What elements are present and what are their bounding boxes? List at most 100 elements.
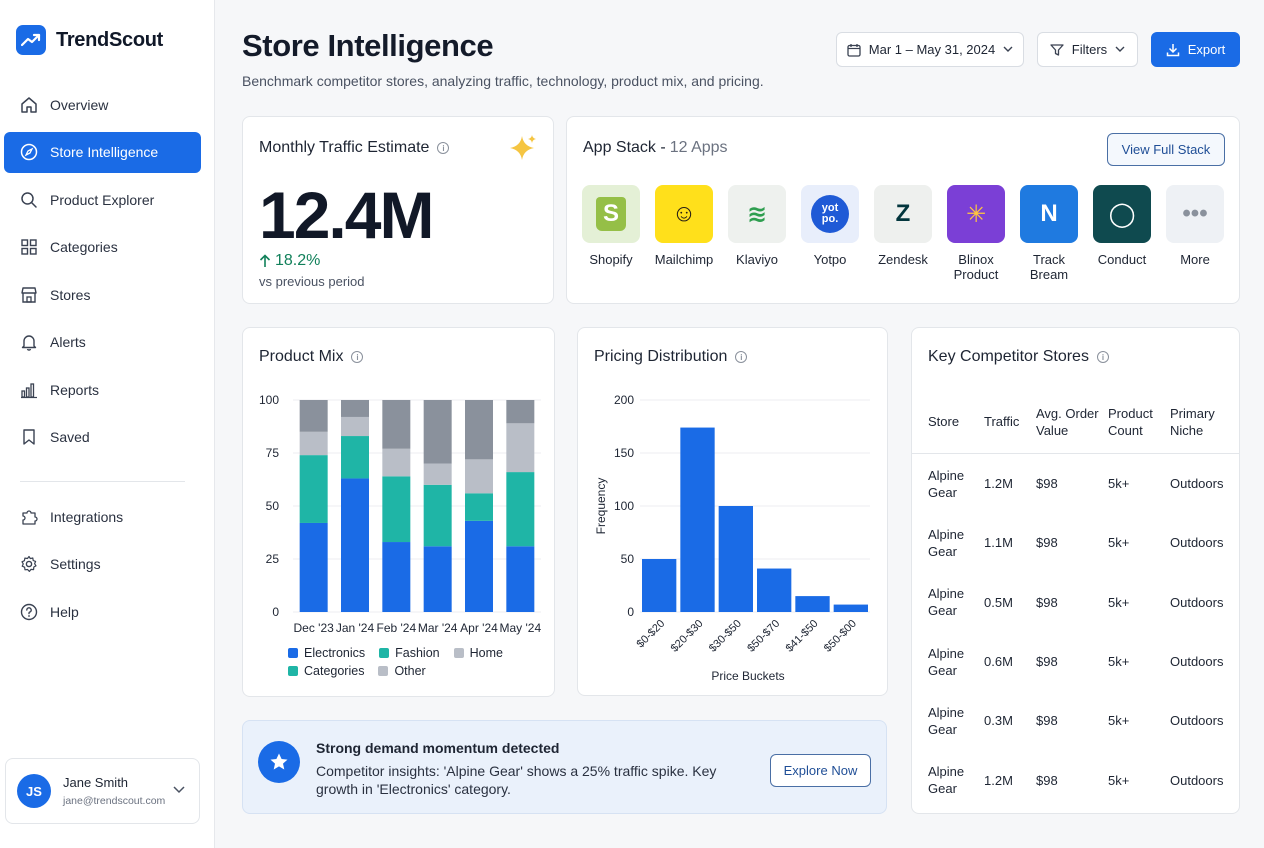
y-axis-label: Frequency	[594, 478, 608, 535]
table-row[interactable]: Alpine Gear 0.6M $98 5k+ Outdoors	[912, 632, 1240, 691]
nav-item-overview[interactable]: Overview	[4, 84, 201, 125]
app-logo-glyph: ◯	[1108, 200, 1136, 228]
table-row[interactable]: Alpine Gear 1.2M $98 5k+ Outdoors	[912, 454, 1240, 513]
column-header[interactable]: Avg. Order Value	[1036, 405, 1099, 438]
bar-segment-fashion[interactable]	[341, 436, 369, 479]
export-button[interactable]: Export	[1151, 32, 1240, 67]
date-range-picker[interactable]: Mar 1 – May 31, 2024	[836, 32, 1024, 67]
nav-item-reports[interactable]: Reports	[4, 369, 201, 410]
nav-item-categories[interactable]: Categories	[4, 227, 201, 268]
app-item[interactable]: Z Zendesk	[874, 185, 932, 282]
x-tick-label: $20-$30	[669, 618, 706, 655]
histogram-bar[interactable]	[757, 568, 792, 612]
table-cell: Outdoors	[1170, 772, 1224, 788]
x-tick-label: Jan '24	[336, 621, 375, 635]
nav-item-integrations[interactable]: Integrations	[4, 496, 201, 537]
bar-segment-other[interactable]	[506, 423, 535, 473]
user-menu[interactable]: JS Jane Smith jane@trendscout.com	[5, 758, 200, 824]
nav-item-store-intelligence[interactable]: Store Intelligence	[4, 131, 201, 173]
info-icon[interactable]: i	[735, 351, 748, 363]
bar-segment-electronics[interactable]	[506, 546, 535, 612]
bar-segment-fashion[interactable]	[506, 472, 535, 547]
legend-item: Other	[378, 664, 426, 678]
x-tick-label: Mar '24	[418, 621, 458, 635]
bar-segment-other[interactable]	[423, 463, 452, 485]
bar-segment-fashion[interactable]	[299, 455, 328, 523]
info-icon[interactable]: i	[351, 351, 364, 363]
app-item[interactable]: S Shopify	[582, 185, 640, 282]
nav-item-stores[interactable]: Stores	[4, 274, 201, 315]
view-full-stack-button[interactable]: View Full Stack	[1107, 133, 1225, 166]
table-row[interactable]: Alpine Gear 1.2M $98 5k+ Outdoors	[912, 750, 1240, 809]
bar-segment-electronics[interactable]	[465, 520, 493, 612]
nav-label: Product Explorer	[50, 191, 155, 208]
bar-segment-home[interactable]	[423, 400, 452, 464]
legend-label: Electronics	[304, 646, 366, 660]
nav-item-saved[interactable]: Saved	[4, 417, 201, 458]
bar-segment-fashion[interactable]	[465, 493, 493, 521]
app-logo-glyph: yot po.	[811, 195, 849, 233]
nav-label: Reports	[50, 381, 100, 398]
bar-segment-home[interactable]	[382, 400, 411, 449]
table-cell: 0.5M	[984, 594, 1013, 610]
nav-item-help[interactable]: Help	[4, 591, 201, 632]
table-row[interactable]: Alpine Gear 1.1M $98 5k+ Outdoors	[912, 513, 1240, 572]
star-icon	[258, 741, 300, 783]
app-item[interactable]: ☺ Mailchimp	[655, 185, 713, 282]
nav-item-product-explorer[interactable]: Product Explorer	[4, 179, 201, 220]
bar-segment-electronics[interactable]	[382, 542, 411, 612]
histogram-bar[interactable]	[642, 559, 677, 612]
table-cell: Alpine Gear	[928, 704, 965, 737]
bar-segment-electronics[interactable]	[299, 522, 328, 612]
y-tick-label: 100	[614, 499, 634, 513]
app-item[interactable]: yot po. Yotpo	[801, 185, 859, 282]
nav-item-alerts[interactable]: Alerts	[4, 322, 201, 363]
product-mix-legend: Electronics Fashion Home Categories Othe…	[288, 646, 528, 678]
table-cell: 5k+	[1108, 476, 1130, 492]
nav-item-settings[interactable]: Settings	[4, 544, 201, 585]
column-header[interactable]: Primary Niche	[1170, 405, 1215, 438]
bar-segment-electronics[interactable]	[423, 546, 452, 612]
bar-segment-home[interactable]	[299, 400, 328, 432]
bar-segment-home[interactable]	[506, 400, 535, 424]
brand[interactable]: TrendScout	[16, 25, 163, 55]
bar-segment-other[interactable]	[341, 416, 369, 437]
table-cell: Alpine Gear	[928, 764, 965, 797]
histogram-bar[interactable]	[795, 596, 830, 612]
app-item[interactable]: ≋ Klaviyo	[728, 185, 786, 282]
table-row[interactable]: Alpine Gear 0.3M $98 5k+ Outdoors	[912, 691, 1240, 750]
bell-icon	[21, 335, 37, 351]
legend-item: Electronics	[288, 646, 365, 660]
table-cell: Alpine Gear	[928, 526, 965, 559]
traffic-value: 12.4M	[259, 178, 434, 252]
bar-segment-electronics[interactable]	[341, 478, 369, 612]
column-header[interactable]: Store	[928, 414, 960, 429]
chevron-down-icon	[1003, 46, 1013, 52]
insight-banner: Strong demand momentum detected Competit…	[242, 720, 887, 814]
histogram-bar[interactable]	[833, 604, 868, 612]
bar-segment-other[interactable]	[382, 448, 411, 477]
info-icon[interactable]: i	[437, 142, 450, 154]
app-item[interactable]: ✳ Blinox Product	[947, 185, 1005, 282]
bar-segment-other[interactable]	[465, 459, 493, 494]
histogram-bar[interactable]	[718, 506, 753, 612]
info-icon[interactable]: i	[1096, 351, 1109, 363]
column-header[interactable]: Traffic	[984, 414, 1020, 429]
main-nav: Overview Store Intelligence Product Expl…	[4, 84, 201, 464]
app-item[interactable]: ◯ Conduct	[1093, 185, 1151, 282]
bar-segment-home[interactable]	[341, 400, 369, 417]
histogram-bar[interactable]	[680, 427, 715, 612]
bar-segment-home[interactable]	[465, 400, 493, 460]
explore-now-button[interactable]: Explore Now	[770, 754, 871, 787]
filters-button[interactable]: Filters	[1037, 32, 1138, 67]
column-header[interactable]: Product Count	[1108, 405, 1153, 438]
app-item[interactable]: N Track Bream	[1020, 185, 1078, 282]
bar-segment-fashion[interactable]	[382, 476, 411, 543]
app-item[interactable]: ••• More	[1166, 185, 1224, 282]
bar-segment-fashion[interactable]	[423, 484, 452, 547]
sidebar: TrendScout Overview Store Intelligence P…	[0, 0, 215, 848]
y-tick-label: 50	[266, 499, 280, 513]
bar-segment-other[interactable]	[299, 431, 328, 456]
table-row[interactable]: Alpine Gear 0.5M $98 5k+ Outdoors	[912, 573, 1240, 632]
table-cell: 0.3M	[984, 713, 1013, 729]
